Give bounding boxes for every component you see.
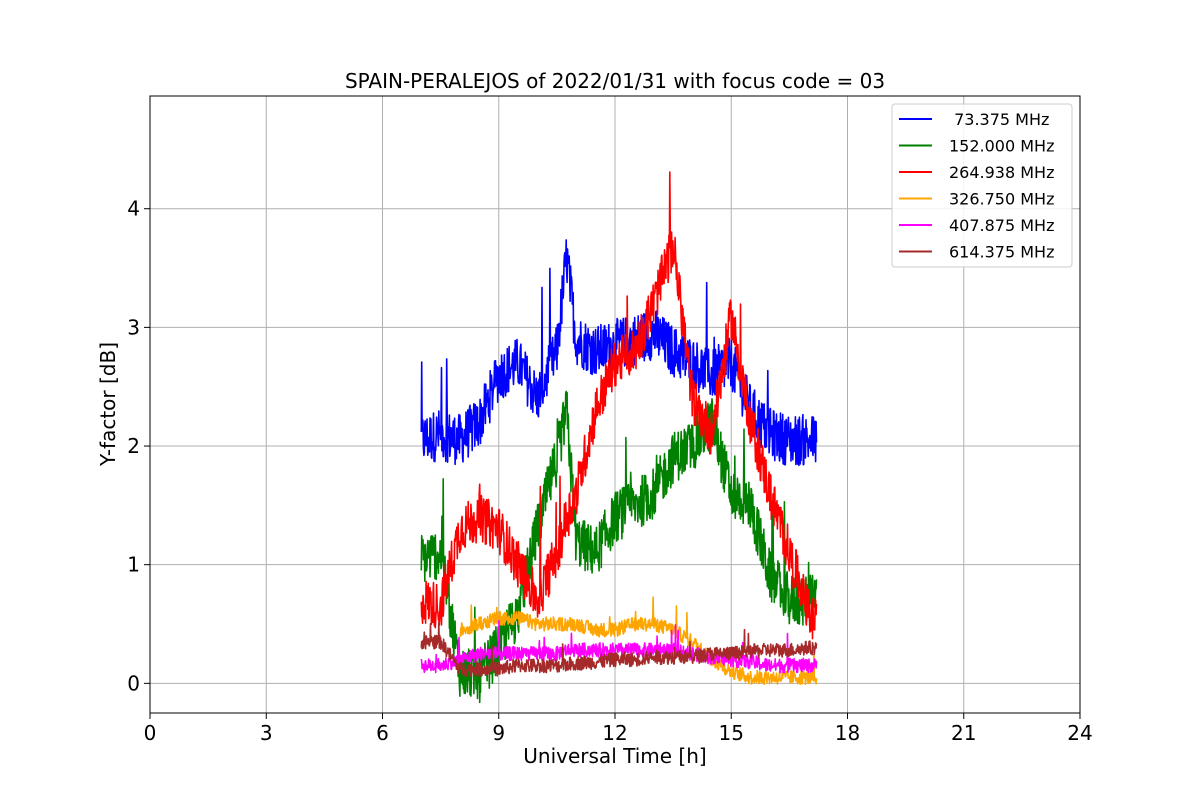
x-tick-label: 9 (492, 721, 505, 745)
series-line (420, 390, 818, 704)
x-tick-label: 15 (719, 721, 744, 745)
legend-entry: 264.938 MHz (949, 163, 1054, 182)
series-line (459, 596, 818, 686)
y-axis-label: Y-factor [dB] (96, 342, 120, 467)
legend-entry: 73.375 MHz (949, 110, 1049, 129)
legend: 73.375 MHz 152.000 MHz 264.938 MHz 326.750 … (891, 103, 1073, 268)
legend-entry: 152.000 MHz (949, 137, 1054, 156)
chart-title: SPAIN-PERALEJOS of 2022/01/31 with focus… (345, 69, 885, 93)
legend-box (891, 103, 1073, 268)
series-line (420, 622, 818, 677)
y-tick-label: 2 (127, 434, 140, 458)
y-tick-label: 4 (127, 197, 140, 221)
x-tick-label: 18 (835, 721, 860, 745)
y-tick-label: 1 (127, 553, 140, 577)
y-tick-label: 0 (127, 671, 140, 695)
x-tick-label: 24 (1067, 721, 1092, 745)
y-tick-label: 3 (127, 315, 140, 339)
series-line (420, 171, 818, 640)
x-tick-label: 0 (144, 721, 157, 745)
x-tick-label: 21 (951, 721, 976, 745)
x-tick-label: 6 (376, 721, 389, 745)
legend-entry: 407.875 MHz (949, 216, 1054, 235)
x-tick-label: 12 (602, 721, 627, 745)
legend-entry: 326.750 MHz (949, 190, 1054, 209)
x-axis-label: Universal Time [h] (523, 744, 706, 768)
legend-entry: 614.375 MHz (949, 243, 1054, 262)
x-tick-label: 3 (260, 721, 273, 745)
series-layer (420, 171, 818, 704)
